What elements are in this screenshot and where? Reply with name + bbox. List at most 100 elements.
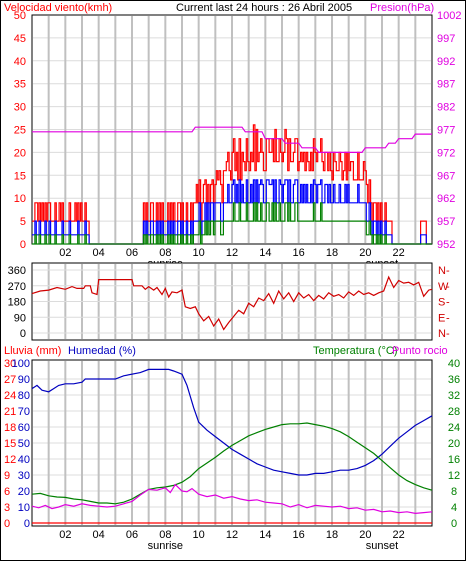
temperature-y-tick-label: 24	[448, 422, 460, 434]
climate-x-tick-label: 16	[293, 529, 305, 541]
wind-y-tick-label: 5	[20, 216, 26, 228]
cardinal-dash: -	[446, 281, 450, 293]
wind-x-tick-label: 04	[93, 247, 105, 259]
climate-x-tick-label: 10	[193, 529, 205, 541]
wind-x-tick-label: 02	[59, 247, 71, 259]
wind-y-tick-label: 20	[14, 147, 26, 159]
wind-x-tick-label: 10	[193, 247, 205, 259]
humidity-temperature-panel: 02 04 06 08 10 12 14 16 18 20 22036912151821242730…	[4, 358, 460, 552]
wind-x-tick-label: 22	[393, 247, 405, 259]
wind-y-tick-label: 15	[14, 170, 26, 182]
humidity-y-tick-label: 100	[12, 358, 30, 370]
pressure-y-tick-label: 967	[437, 170, 455, 182]
rain-y-tick-label: 0	[4, 518, 10, 530]
temperature-y-tick-label: 40	[448, 358, 460, 370]
wind-x-tick-label: 20	[359, 247, 371, 259]
direction-y-tick-label: 90	[14, 312, 26, 324]
rain-y-tick-label: 30	[4, 358, 16, 370]
dewpoint-axis-title: Punto rocio	[392, 345, 448, 357]
temperature-y-tick-label: 0	[451, 518, 457, 530]
sunrise-label: sunrise	[148, 540, 183, 552]
wind-y-tick-label: 35	[14, 79, 26, 91]
wind-y-tick-label: 30	[14, 102, 26, 114]
wind-x-tick-label: 08	[159, 247, 171, 259]
wind-x-tick-label: 16	[293, 247, 305, 259]
temperature-y-tick-label: 28	[448, 406, 460, 418]
cardinal-dash: -	[446, 312, 450, 324]
climate-x-tick-label: 14	[259, 529, 271, 541]
rain-y-tick-label: 9	[4, 470, 10, 482]
wind-pressure-panel: 02 04 06 08 10 12 14 16 18 20 22 0 5 10 15 20 25 30 35 40 45…	[14, 10, 462, 270]
wind-y-tick-label: 0	[20, 239, 26, 251]
temperature-y-tick-label: 36	[448, 374, 460, 386]
temperature-y-tick-label: 20	[448, 438, 460, 450]
wind-min-line	[32, 202, 432, 245]
humidity-y-tick-label: 90	[18, 374, 30, 386]
chart-title: Current last 24 hours : 26 Abril 2005	[176, 2, 352, 14]
humidity-y-tick-label: 50	[18, 438, 30, 450]
climate-x-tick-label: 12	[226, 529, 238, 541]
wind-y-tick-label: 25	[14, 125, 26, 137]
direction-y-tick-label: 360	[8, 265, 26, 277]
pressure-y-tick-label: 962	[437, 193, 455, 205]
pressure-y-tick-label: 987	[437, 79, 455, 91]
climate-x-tick-label: 22	[393, 529, 405, 541]
cardinal-dash: -	[446, 297, 450, 309]
direction-y-tick-label: 0	[20, 328, 26, 340]
climate-x-tick-label: 02	[59, 529, 71, 541]
humidity-line	[31, 368, 433, 476]
cardinal-label: W	[438, 281, 449, 293]
humidity-y-tick-label: 70	[18, 406, 30, 418]
humidity-y-tick-label: 20	[18, 486, 30, 498]
climate-x-tick-label: 18	[326, 529, 338, 541]
temperature-y-tick-label: 4	[451, 502, 457, 514]
wind-speed-title: Velocidad viento(kmh)	[4, 2, 112, 14]
humidity-y-tick-label: 40	[18, 454, 30, 466]
pressure-y-tick-label: 992	[437, 56, 455, 68]
humidity-y-tick-label: 80	[18, 390, 30, 402]
cardinal-dash: -	[446, 265, 450, 277]
climate-x-tick-label: 20	[359, 529, 371, 541]
humidity-y-tick-label: 0	[24, 518, 30, 530]
rain-axis-title: Lluvia (mm)	[4, 345, 61, 357]
rain-y-tick-label: 15	[4, 438, 16, 450]
sunset-label: sunset	[366, 540, 398, 552]
wind-y-tick-label: 40	[14, 56, 26, 68]
rain-y-tick-label: 3	[4, 502, 10, 514]
wind-x-tick-label: 06	[126, 247, 138, 259]
climate-x-tick-label: 08	[159, 529, 171, 541]
rain-y-tick-label: 18	[4, 422, 16, 434]
dewpoint-line	[31, 483, 433, 515]
pressure-y-tick-label: 982	[437, 102, 455, 114]
direction-y-tick-label: 180	[8, 297, 26, 309]
temperature-line	[31, 422, 433, 505]
rain-y-tick-label: 24	[4, 390, 16, 402]
humidity-y-tick-label: 30	[18, 470, 30, 482]
pressure-y-tick-label: 977	[437, 125, 455, 137]
temperature-y-tick-label: 32	[448, 390, 460, 402]
pressure-title: Presion(hPa)	[370, 2, 434, 14]
wind-x-tick-label: 18	[326, 247, 338, 259]
climate-x-tick-label: 04	[93, 529, 105, 541]
cardinal-label: E	[438, 312, 445, 324]
pressure-y-tick-label: 972	[437, 147, 455, 159]
wind-y-tick-label: 50	[14, 10, 26, 22]
rain-y-tick-label: 6	[4, 486, 10, 498]
temperature-y-tick-label: 16	[448, 454, 460, 466]
temperature-axis-title: Temperatura (°C)	[313, 345, 397, 357]
wind-y-tick-label: 45	[14, 33, 26, 45]
direction-y-tick-label: 270	[8, 281, 26, 293]
wind-y-tick-label: 10	[14, 193, 26, 205]
wind-direction-line	[31, 275, 433, 331]
pressure-y-tick-label: 997	[437, 33, 455, 45]
humidity-y-tick-label: 10	[18, 502, 30, 514]
pressure-y-tick-label: 957	[437, 216, 455, 228]
wind-x-tick-label: 12	[226, 247, 238, 259]
cardinal-dash: -	[446, 328, 450, 340]
rain-y-tick-label: 12	[4, 454, 16, 466]
temperature-y-tick-label: 12	[448, 470, 460, 482]
humidity-axis-title: Humedad (%)	[68, 345, 136, 357]
rain-y-tick-label: 27	[4, 374, 16, 386]
